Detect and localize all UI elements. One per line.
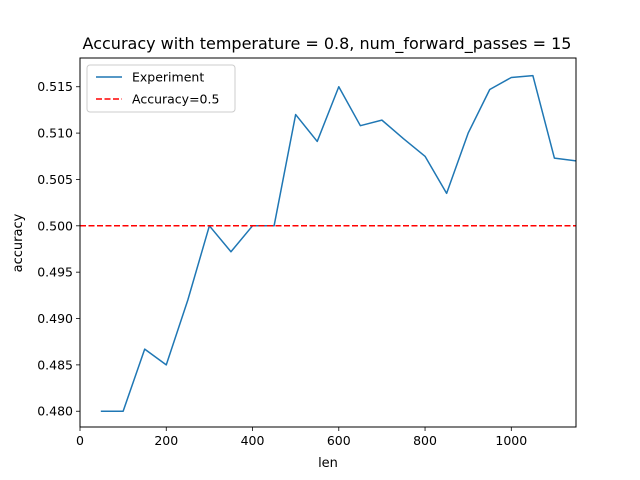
y-tick-label: 0.505: [37, 172, 73, 187]
y-tick-label: 0.510: [37, 126, 73, 141]
x-tick-label: 400: [241, 433, 265, 448]
y-tick-label: 0.480: [37, 404, 73, 419]
x-axis-label: len: [318, 456, 338, 471]
y-tick-label: 0.495: [37, 265, 73, 280]
y-tick-label: 0.485: [37, 357, 73, 372]
x-axis: 0 200 400 600 800 1000: [76, 427, 527, 448]
x-tick-label: 1000: [495, 433, 527, 448]
plot-area: [80, 74, 576, 412]
y-axis-label: accuracy: [11, 213, 26, 272]
y-tick-label: 0.500: [37, 218, 73, 233]
x-tick-label: 0: [76, 433, 84, 448]
axes-frame: [79, 57, 577, 428]
x-tick-label: 200: [154, 433, 178, 448]
legend-label: Experiment: [132, 70, 204, 85]
series-line: [100, 74, 576, 412]
x-tick-label: 600: [327, 433, 351, 448]
x-tick-label: 800: [413, 433, 437, 448]
chart-title: Accuracy with temperature = 0.8, num_for…: [83, 34, 572, 54]
y-tick-label: 0.490: [37, 311, 73, 326]
legend: Experiment Accuracy=0.5: [86, 64, 236, 113]
legend-box: [86, 64, 236, 113]
legend-label: Accuracy=0.5: [132, 92, 219, 107]
y-tick-label: 0.515: [37, 79, 73, 94]
y-axis: 0.480 0.485 0.490 0.495 0.500 0.505 0.510 0.515: [37, 79, 80, 419]
